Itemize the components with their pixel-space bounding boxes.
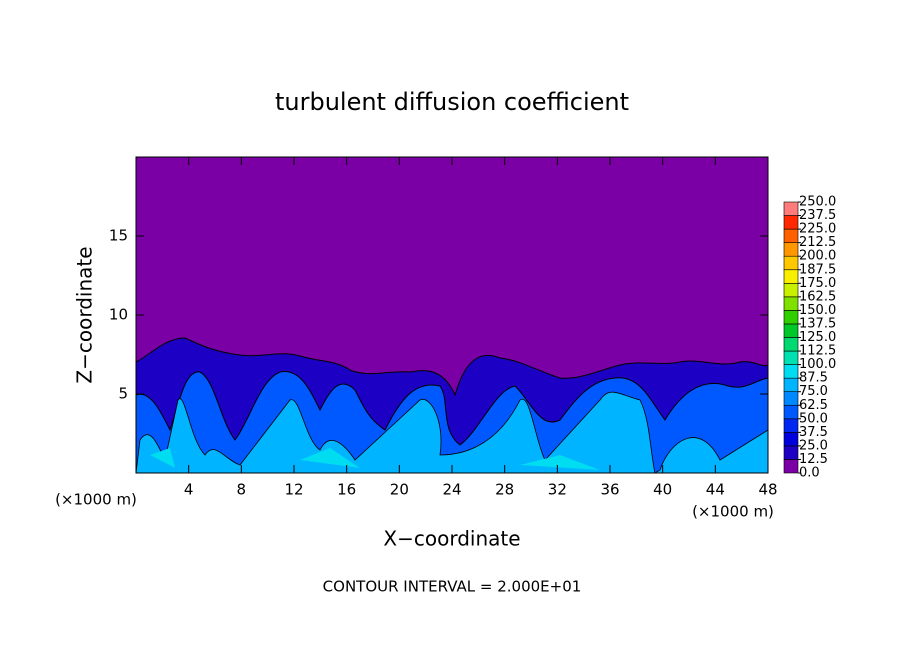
colorbar-swatch	[783, 459, 799, 474]
x-tick-label: 12	[284, 481, 303, 499]
x-tick-label: 20	[390, 481, 409, 499]
colorbar-label: 150.0	[799, 303, 836, 318]
colorbar-swatch	[783, 391, 799, 406]
y-tick-label: 5	[118, 385, 128, 403]
chart-title: turbulent diffusion coefficient	[275, 88, 629, 116]
colorbar-swatch	[783, 215, 799, 230]
colorbar-label: 37.5	[799, 425, 828, 440]
y-tick-label: 15	[109, 227, 128, 245]
colorbar-swatch	[783, 310, 799, 325]
colorbar-label: 50.0	[799, 411, 828, 426]
colorbar-swatch	[783, 228, 799, 243]
y-tick-label: 10	[109, 306, 128, 324]
colorbar-label: 112.5	[799, 344, 836, 359]
colorbar-label: 137.5	[799, 316, 836, 331]
colorbar-label: 175.0	[799, 276, 836, 291]
x-tick-label: 24	[442, 481, 461, 499]
colorbar-label: 237.5	[799, 208, 836, 223]
y-axis-label: Z−coordinate	[73, 246, 97, 383]
colorbar-label: 212.5	[799, 235, 836, 250]
field-region	[135, 391, 769, 474]
colorbar-label: 0.0	[799, 466, 820, 481]
colorbar-label: 187.5	[799, 262, 836, 277]
colorbar-swatch	[783, 242, 799, 257]
x-tick-label: 8	[237, 481, 247, 499]
x-tick-label: 48	[758, 481, 777, 499]
x-unit-label: (×1000 m)	[692, 503, 774, 521]
colorbar-swatch	[783, 432, 799, 447]
colorbar-swatch	[783, 418, 799, 433]
x-tick-label: 16	[337, 481, 356, 499]
x-tick-label: 4	[184, 481, 194, 499]
colorbar-label: 25.0	[799, 438, 828, 453]
x-unit-label: (×1000 m)	[55, 491, 137, 509]
colorbar-swatch	[783, 296, 799, 311]
colorbar-swatch	[783, 201, 799, 216]
colorbar-swatch	[783, 377, 799, 392]
colorbar-label: 62.5	[799, 398, 828, 413]
x-tick-label: 40	[653, 481, 672, 499]
x-tick-label: 32	[548, 481, 567, 499]
colorbar-label: 100.0	[799, 357, 836, 372]
x-tick-label: 28	[495, 481, 514, 499]
colorbar-label: 125.0	[799, 330, 836, 345]
colorbar-swatch	[783, 282, 799, 298]
x-tick-label: 44	[706, 481, 725, 499]
colorbar-label: 250.0	[799, 195, 836, 210]
x-tick-label: 36	[600, 481, 619, 499]
colorbar-label: 12.5	[799, 452, 828, 467]
colorbar-swatch	[783, 404, 799, 420]
colorbar-swatch	[783, 337, 799, 352]
colorbar-label: 87.5	[799, 371, 828, 386]
x-axis-label: X−coordinate	[383, 527, 520, 551]
colorbar-swatch	[783, 364, 799, 379]
colorbar-label: 75.0	[799, 384, 828, 399]
colorbar-swatch	[783, 269, 799, 284]
footnote: CONTOUR INTERVAL = 2.000E+01	[323, 578, 582, 596]
colorbar-label: 162.5	[799, 289, 836, 304]
colorbar-swatch	[783, 350, 799, 365]
colorbar-label: 225.0	[799, 222, 836, 237]
colorbar-swatch	[783, 445, 799, 460]
colorbar-swatch	[783, 323, 799, 338]
colorbar-label: 200.0	[799, 249, 836, 264]
contour-field	[135, 156, 769, 474]
colorbar-swatch	[783, 255, 799, 271]
colorbar: 0.012.525.037.550.062.575.087.5100.0112.…	[783, 195, 836, 481]
